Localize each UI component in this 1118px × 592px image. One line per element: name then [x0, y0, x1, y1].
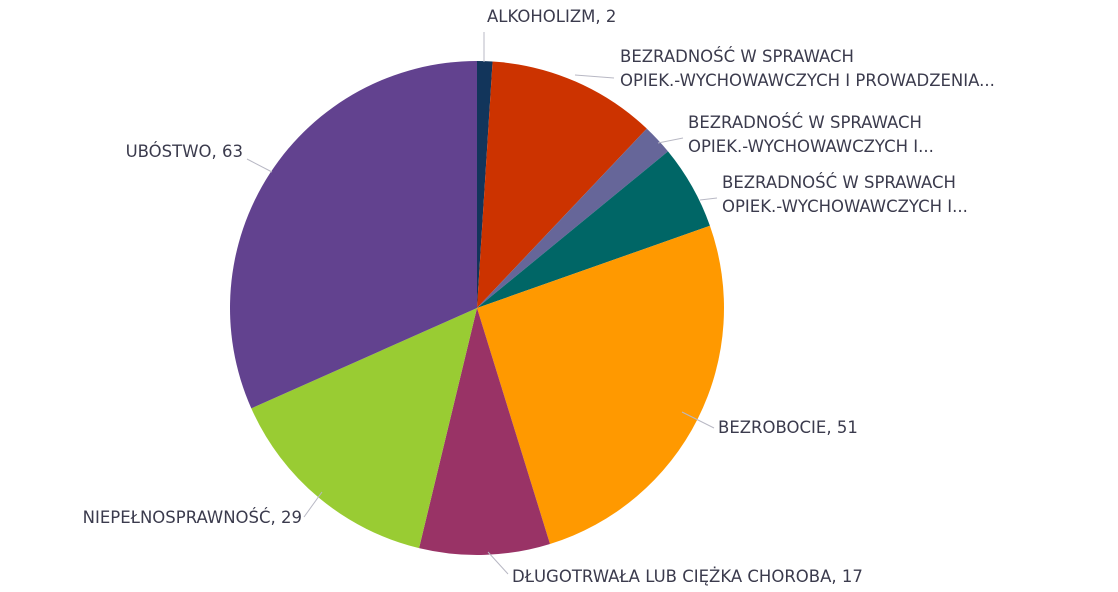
leader-line: [487, 551, 509, 575]
pie-slice: [477, 61, 493, 308]
pie-slice: [477, 151, 710, 308]
pie-slice: [477, 225, 724, 544]
slice-label: NIEPEŁNOSPRAWNOŚĆ, 29: [83, 508, 302, 527]
slice-label: BEZRADNOŚĆ W SPRAWACH OPIEK.-WYCHOWAWCZYC…: [722, 173, 968, 216]
slice-label: BEZRADNOŚĆ W SPRAWACH OPIEK.-WYCHOWAWCZYC…: [688, 113, 934, 156]
label-line: OPIEK.-WYCHOWAWCZYCH I...: [688, 137, 934, 156]
slice-label: UBÓSTWO, 63: [126, 142, 243, 161]
leader-line: [699, 197, 718, 201]
pie-slice: [477, 128, 669, 308]
leader-line: [681, 411, 715, 429]
label-line: ALKOHOLIZM, 2: [487, 7, 616, 26]
leader-line: [303, 491, 323, 518]
label-line: UBÓSTWO, 63: [126, 142, 243, 161]
leader-line: [657, 137, 684, 144]
pie-slice: [229, 61, 477, 409]
leader-line: [574, 74, 615, 79]
label-line: BEZRADNOŚĆ W SPRAWACH: [688, 113, 922, 132]
label-line: OPIEK.-WYCHOWAWCZYCH I...: [722, 197, 968, 216]
label-line: DŁUGOTRWAŁA LUB CIĘŻKA CHOROBA, 17: [512, 567, 863, 586]
label-line: NIEPEŁNOSPRAWNOŚĆ, 29: [83, 508, 302, 527]
label-line: BEZRADNOŚĆ W SPRAWACH: [620, 47, 854, 66]
pie-slice: [251, 308, 477, 549]
pie-slice: [419, 308, 550, 555]
slice-label: ALKOHOLIZM, 2: [487, 7, 616, 26]
pie-slice: [477, 61, 647, 308]
label-line: BEZROBOCIE, 51: [718, 418, 858, 437]
slice-label: DŁUGOTRWAŁA LUB CIĘŻKA CHOROBA, 17: [512, 567, 863, 586]
label-line: OPIEK.-WYCHOWAWCZYCH I PROWADZENIA...: [620, 71, 995, 90]
slice-label: BEZROBOCIE, 51: [718, 418, 858, 437]
label-line: BEZRADNOŚĆ W SPRAWACH: [722, 173, 956, 192]
leader-line: [246, 158, 273, 173]
slice-label: BEZRADNOŚĆ W SPRAWACH OPIEK.-WYCHOWAWCZYC…: [620, 47, 995, 90]
